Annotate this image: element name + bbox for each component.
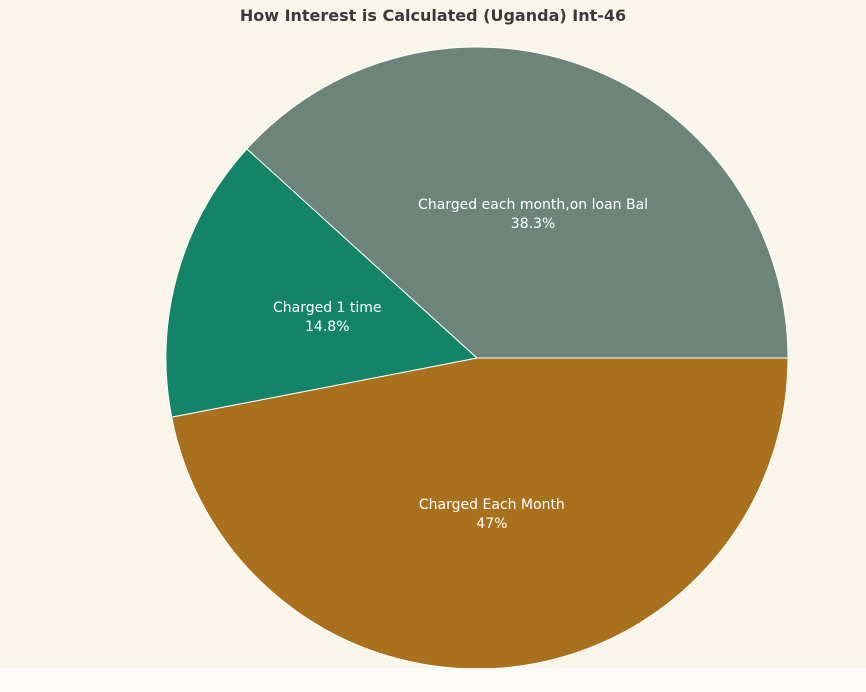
pie-slice-charged-1-time[interactable] (165, 148, 479, 418)
slice-percent-label: 47% (476, 516, 507, 532)
slice-label: Charged 1 time (273, 300, 382, 316)
slice-percent-label: 38.3% (511, 216, 555, 232)
slice-label: Charged each month,on loan Bal (418, 197, 648, 213)
pie-slice-charged-each-month-on-loan-bal[interactable] (246, 46, 789, 359)
bottom-strip (0, 668, 866, 692)
slice-label: Charged Each Month (419, 497, 565, 513)
slice-percent-label: 14.8% (305, 319, 349, 335)
chart-title: How Interest is Calculated (Uganda) Int-… (239, 6, 627, 25)
pie-slice-charged-each-month[interactable] (171, 357, 789, 668)
chart-area: How Interest is Calculated (Uganda) Int-… (0, 0, 866, 668)
pie-chart: Charged Each Month 47% Charged 1 time 14.8%… (165, 46, 789, 668)
